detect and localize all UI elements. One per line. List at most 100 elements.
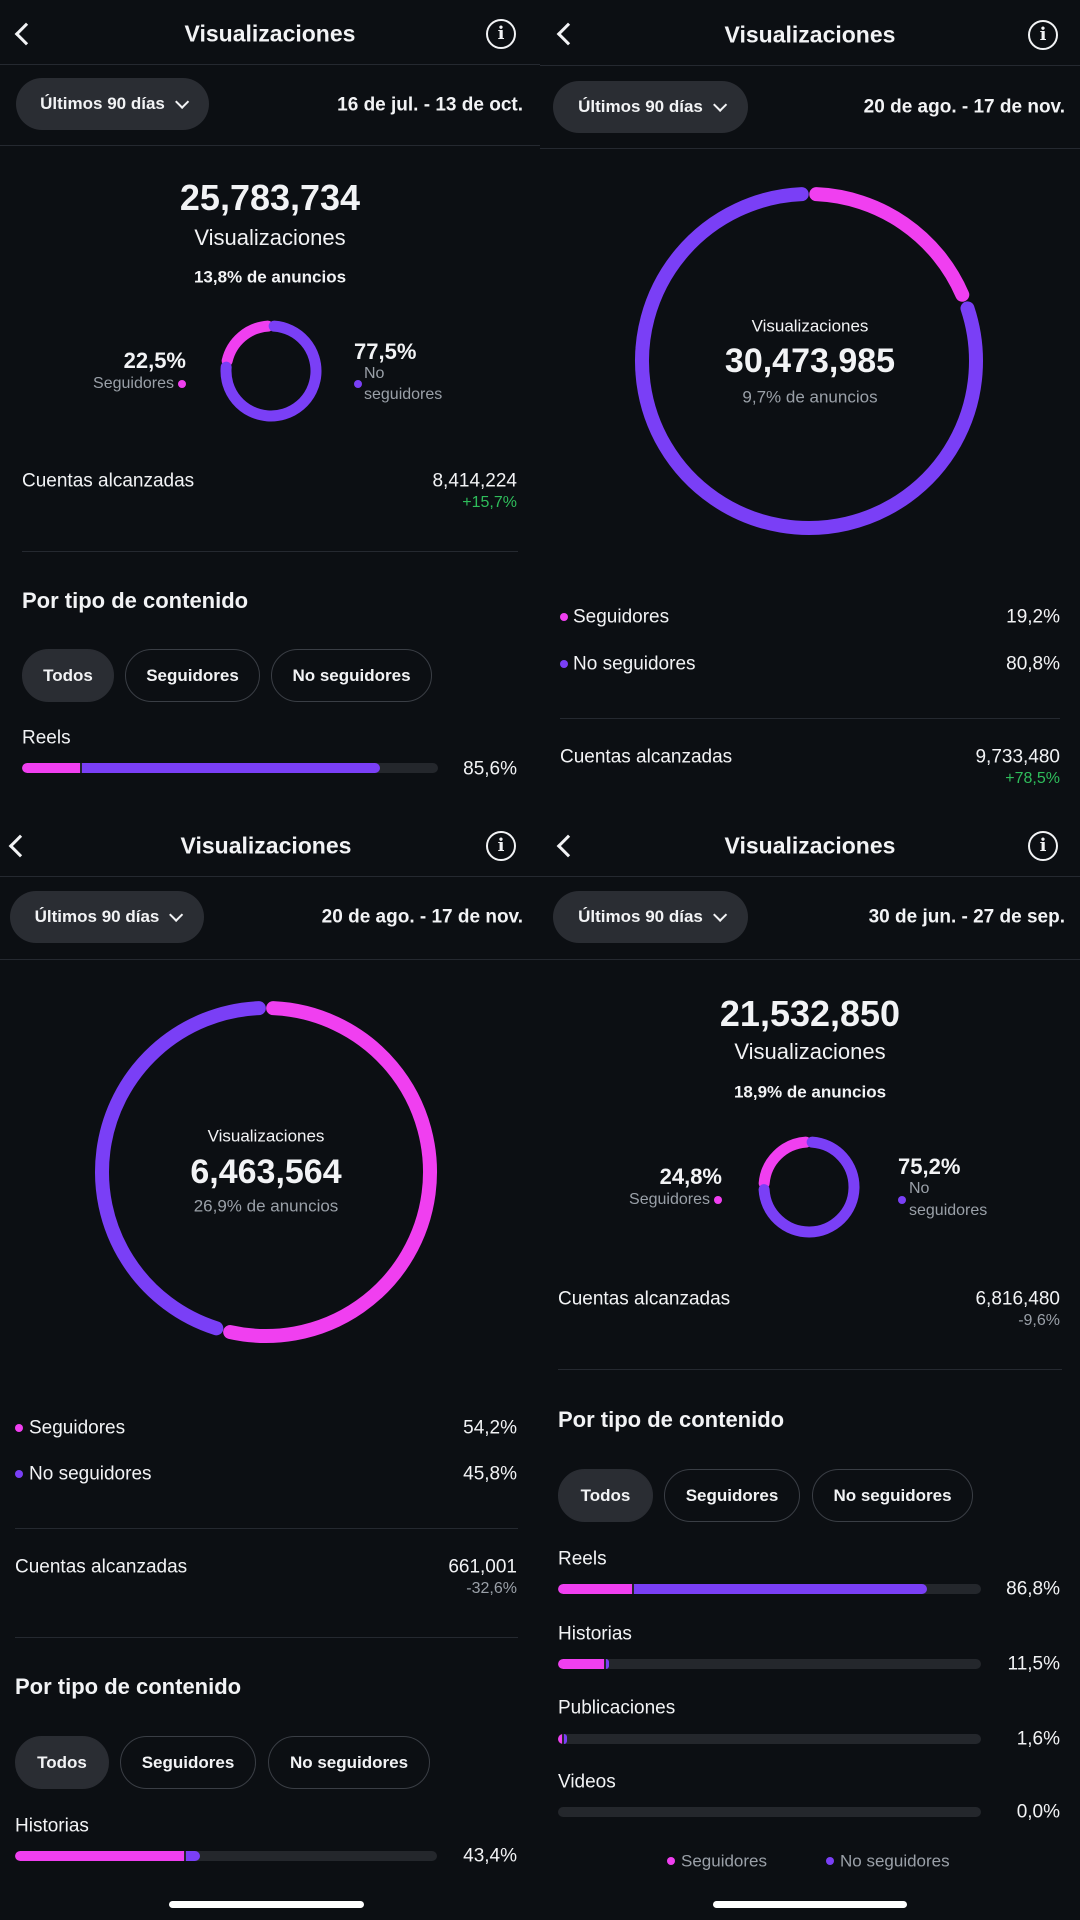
date-range-dropdown[interactable]: Últimos 90 días (16, 78, 209, 130)
chip-seguidores[interactable]: Seguidores (120, 1736, 256, 1789)
bar-segment-no-seguidores (81, 763, 381, 773)
dropdown-label: Últimos 90 días (34, 907, 160, 926)
page-title: Visualizaciones (724, 21, 896, 48)
legend-non-followers-dot (826, 1857, 834, 1865)
accounts-reached-value: 6,816,480 (975, 1288, 1060, 1310)
date-range-dropdown[interactable]: Últimos 90 días (553, 891, 748, 943)
date-range: 30 de jun. - 27 de sep. (868, 906, 1065, 928)
divider (558, 1369, 1062, 1370)
total-views: 30,473,985 (724, 342, 896, 380)
content-label: Videos (558, 1771, 616, 1793)
date-range-dropdown[interactable]: Últimos 90 días (10, 891, 204, 943)
non-followers-dot (15, 1470, 23, 1478)
divider (15, 1637, 518, 1638)
legend-followers: Seguidores (681, 1851, 768, 1871)
divider (540, 959, 1080, 960)
chip-no-seguidores[interactable]: No seguidores (271, 649, 432, 702)
content-pct: 86,8% (1006, 1578, 1060, 1600)
panel-top-right: Visualizaciones i Últimos 90 días 20 de … (540, 0, 1080, 808)
date-range: 20 de ago. - 17 de nov. (321, 906, 523, 928)
section-title: Por tipo de contenido (15, 1674, 242, 1699)
info-icon[interactable]: i (486, 19, 516, 49)
bar-segment-no-seguidores (185, 1851, 201, 1861)
donut-segment-no-seguidores (635, 187, 983, 535)
non-followers-label: No seguidores (573, 653, 696, 675)
chip-todos[interactable]: Todos (22, 649, 114, 702)
bar-segment-no-seguidores (564, 1734, 567, 1744)
chip-seguidores[interactable]: Seguidores (125, 649, 260, 702)
chevron-down-icon (174, 94, 190, 109)
ads-share: 18,9% de anuncios (733, 1082, 887, 1102)
content-pct: 0,0% (1016, 1801, 1060, 1823)
chip-no-seguidores[interactable]: No seguidores (812, 1469, 973, 1522)
chevron-down-icon (712, 97, 728, 112)
date-range-dropdown[interactable]: Últimos 90 días (553, 81, 748, 133)
non-followers-dot (354, 380, 362, 388)
views-label: Visualizaciones (734, 1039, 886, 1064)
panel-bottom-right: Visualizaciones i Últimos 90 días 30 de … (540, 808, 1080, 1920)
followers-pct: 24,8% (659, 1164, 722, 1189)
views-label: Visualizaciones (207, 1126, 325, 1146)
donut-segment-seguidores (758, 1136, 812, 1189)
divider (0, 64, 540, 65)
content-pct: 43,4% (463, 1845, 517, 1867)
non-followers-pct: 77,5% (354, 339, 417, 364)
non-followers-pct: 75,2% (898, 1154, 961, 1179)
non-followers-dot (898, 1196, 906, 1204)
content-label: Historias (558, 1623, 632, 1645)
followers-pct: 19,2% (1006, 606, 1060, 628)
content-bar (558, 1734, 981, 1744)
divider (540, 876, 1080, 877)
accounts-reached-value: 9,733,480 (975, 746, 1060, 768)
accounts-reached-change: -32,6% (466, 1580, 517, 1597)
content-label: Reels (558, 1548, 607, 1570)
chip-todos[interactable]: Todos (15, 1736, 109, 1789)
section-title: Por tipo de contenido (558, 1407, 785, 1432)
ads-share: 9,7% de anuncios (742, 387, 878, 407)
legend-followers-dot (667, 1857, 675, 1865)
followers-pct: 22,5% (123, 348, 186, 373)
divider (0, 876, 540, 877)
non-followers-pct: 80,8% (1006, 653, 1060, 675)
chip-seguidores[interactable]: Seguidores (664, 1469, 800, 1522)
info-icon[interactable]: i (1028, 831, 1058, 861)
donut-segment-no-seguidores (95, 1001, 266, 1336)
accounts-reached-label: Cuentas alcanzadas (560, 746, 733, 768)
panel-top-left: Visualizaciones i Últimos 90 días 16 de … (0, 0, 540, 808)
content-label: Reels (22, 727, 71, 749)
panel-bottom-left: Visualizaciones i Últimos 90 días 20 de … (0, 808, 540, 1920)
info-icon[interactable]: i (486, 831, 516, 861)
content-pct: 85,6% (463, 758, 517, 780)
followers-dot (714, 1196, 722, 1204)
chip-todos[interactable]: Todos (558, 1469, 653, 1522)
divider (0, 959, 540, 960)
total-views: 6,463,564 (190, 1153, 342, 1191)
chip-no-seguidores[interactable]: No seguidores (268, 1736, 430, 1789)
bar-segment-seguidores (558, 1734, 563, 1744)
content-label: Historias (15, 1815, 89, 1837)
content-pct: 11,5% (1007, 1653, 1060, 1675)
non-followers-pct: 45,8% (463, 1463, 517, 1485)
non-followers-label-1: No (909, 1180, 930, 1197)
content-bar (15, 1851, 437, 1861)
content-pct: 1,6% (1016, 1728, 1060, 1750)
divider (22, 551, 518, 552)
donut-segment-seguidores (809, 187, 970, 302)
non-followers-label-1: No (364, 365, 385, 382)
accounts-reached-change: +78,5% (1005, 770, 1060, 787)
followers-label: Seguidores (29, 1417, 126, 1439)
accounts-reached-label: Cuentas alcanzadas (22, 470, 195, 492)
dropdown-label: Últimos 90 días (578, 97, 703, 116)
accounts-reached-label: Cuentas alcanzadas (15, 1556, 188, 1578)
bar-segment-seguidores (558, 1659, 605, 1669)
divider (560, 718, 1060, 719)
home-indicator[interactable] (169, 1901, 364, 1908)
chevron-down-icon (169, 907, 184, 922)
page-title: Visualizaciones (724, 832, 896, 859)
followers-dot (560, 613, 568, 621)
info-icon[interactable]: i (1028, 20, 1058, 50)
donut-chart (635, 187, 983, 535)
content-bar (558, 1659, 981, 1669)
accounts-reached-change: +15,7% (462, 494, 517, 511)
home-indicator[interactable] (713, 1901, 907, 1908)
